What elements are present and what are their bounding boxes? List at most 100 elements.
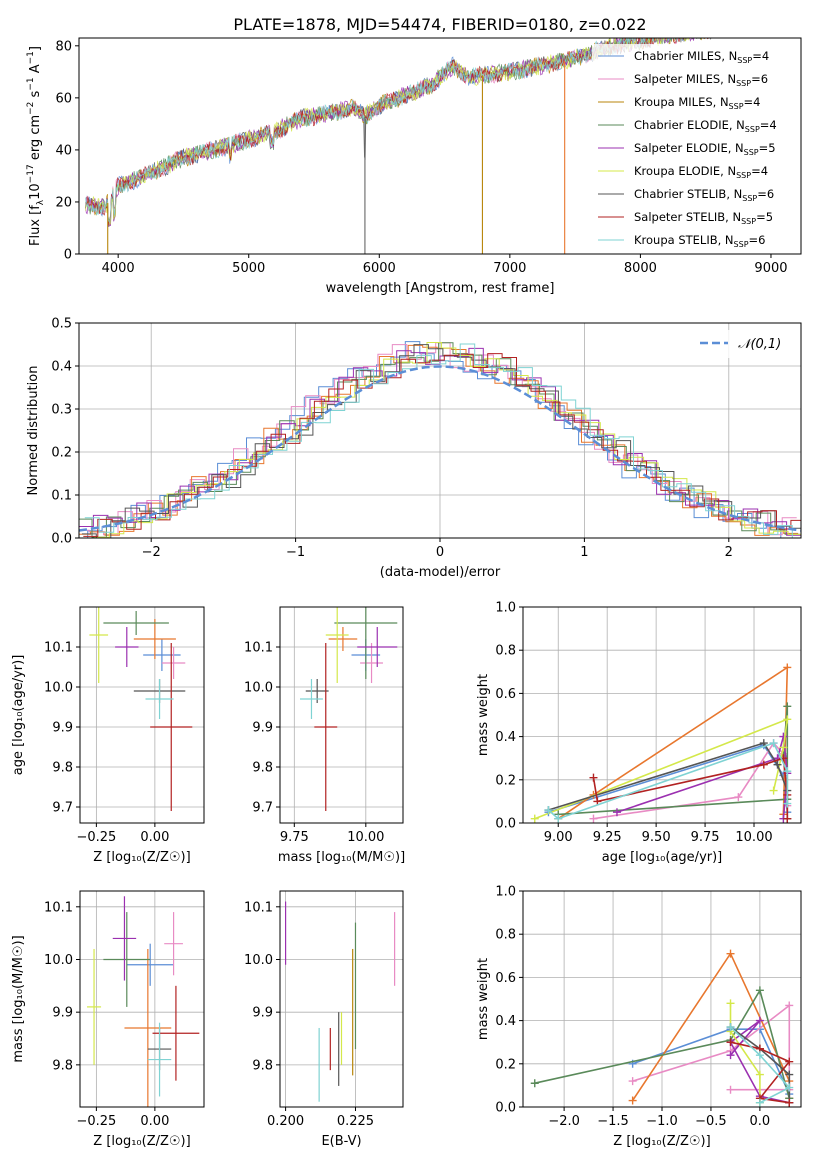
y-axis-label: mass weight (476, 958, 491, 1040)
legend-suffix: =5 (759, 141, 776, 155)
weight-marker (530, 814, 539, 823)
weight-marker (783, 702, 792, 711)
y-tick-label: 0.6 (495, 971, 516, 986)
errorbar-point (126, 943, 174, 986)
y-tick-label: 9.9 (252, 1006, 273, 1021)
weight-series-line (729, 1026, 791, 1104)
errorbar-point (89, 607, 109, 683)
plot-massweight_vs_Z: −2.0 −1.5 −1.0 −0.5 0.0 0.0 0.2 0.4 0.6 0.8 1.0 Z [… (476, 885, 802, 1149)
y-tick-label: 0.8 (495, 644, 516, 659)
errorbar-point (112, 896, 137, 981)
y-tick-label: 0.4 (495, 1014, 516, 1029)
errorbar-point (133, 619, 176, 659)
legend-suffix: =4 (751, 164, 768, 178)
legend-suffix: =6 (749, 233, 766, 247)
x-tick-label: −0.25 (76, 830, 116, 845)
y-tick-label: 9.8 (52, 1058, 73, 1073)
y-label-part: s (28, 90, 43, 101)
y-axis-label: mass [log₁₀(M/M☉)] (11, 935, 26, 1062)
y-label-part: −17 (26, 164, 36, 183)
plot-area (87, 896, 200, 1107)
weight-marker (755, 986, 764, 995)
weight-series-line (534, 988, 791, 1099)
x-axis-label: mass [log₁₀(M/M☉)] (278, 850, 405, 865)
x-tick-label: 0 (436, 545, 444, 560)
legend-entry: Kroupa MILES, NSSP=4 (634, 95, 760, 111)
weight-marker (773, 760, 782, 769)
y-label-part: −1 (26, 51, 36, 64)
errorbar-point (143, 639, 181, 671)
legend-sub: SSP (745, 125, 760, 134)
errorbar-point (334, 607, 398, 679)
x-tick-label: −1 (286, 545, 305, 560)
legend-suffix: =4 (744, 95, 761, 109)
errorbar-point (87, 948, 102, 1065)
legend-sub: SSP (734, 240, 749, 249)
x-axis-label: (data-model)/error (380, 565, 501, 580)
x-tick-label: 6000 (363, 261, 396, 276)
plot-area (284, 901, 396, 1102)
legend-sub: SSP (729, 102, 744, 111)
legend-sub: SSP (744, 148, 759, 157)
x-axis-label: Z [log₁₀(Z/Z☉)] (613, 1134, 710, 1149)
y-tick-label: 0.4 (51, 360, 72, 375)
x-axis-label: E(B-V) (321, 1134, 361, 1149)
x-tick-label: 9000 (754, 261, 787, 276)
weight-marker (769, 786, 778, 795)
legend-suffix: =4 (760, 118, 777, 132)
axes-frame (522, 606, 802, 824)
x-tick-label: 1 (580, 545, 588, 560)
errorbar-point (161, 647, 186, 679)
spectrum-line (85, 38, 709, 226)
weight-marker (530, 1079, 539, 1088)
y-tick-label: 0.3 (51, 403, 72, 418)
histogram-series (79, 341, 796, 538)
axes-frame (279, 890, 404, 1108)
x-tick-label: 0.00 (140, 830, 169, 845)
y-tick-label: 80 (55, 39, 72, 54)
y-tick-label: 0.2 (495, 773, 516, 788)
weight-marker (785, 1070, 794, 1079)
legend-prefix: Kroupa ELODIE, N (634, 164, 736, 178)
y-axis-label: Flux [fλ10−17 erg cm−2 s−1 A−1] (26, 46, 46, 246)
y-tick-label: 9.7 (52, 801, 73, 816)
y-tick-label: 0.8 (495, 928, 516, 943)
plot-area (300, 607, 398, 811)
legend-entry: Kroupa ELODIE, NSSP=4 (634, 164, 768, 180)
y-tick-label: 10.0 (244, 681, 273, 696)
x-tick-label: 10.00 (735, 830, 772, 845)
plot-area (89, 607, 193, 811)
y-tick-label: 0.5 (51, 317, 72, 332)
x-tick-label: −1.5 (597, 1114, 629, 1129)
legend-sub: SSP (736, 171, 751, 180)
weight-marker (589, 773, 598, 782)
legend-entry: Chabrier ELODIE, NSSP=4 (634, 118, 777, 134)
y-axis-label: mass weight (476, 674, 491, 756)
y-label-part: erg cm (28, 115, 43, 164)
y-tick-label: 0.6 (495, 687, 516, 702)
errorbar-point (150, 643, 193, 811)
y-tick-label: 0.2 (495, 1057, 516, 1072)
y-tick-label: 9.7 (252, 801, 273, 816)
errorbar-point (152, 985, 200, 1081)
y-label-part: −1 (26, 77, 36, 90)
normal-reference-curve (79, 365, 801, 532)
weight-series-line (729, 1003, 761, 1103)
plot-area (79, 341, 801, 538)
legend-prefix: Chabrier MILES, N (634, 49, 737, 63)
weight-marker (726, 1038, 735, 1047)
weight-marker (785, 1057, 794, 1066)
y-axis-label: Normed distribution (26, 366, 41, 496)
legend-entry: Salpeter MILES, NSSP=6 (634, 72, 768, 88)
y-tick-label: 10.1 (244, 900, 273, 915)
x-tick-label: 9.75 (691, 830, 720, 845)
weight-marker (783, 814, 792, 823)
x-tick-label: 9.25 (593, 830, 622, 845)
legend-suffix: =5 (756, 210, 773, 224)
y-tick-label: 9.9 (52, 1006, 73, 1021)
weight-marker (726, 1051, 735, 1060)
weight-marker (726, 949, 735, 958)
weight-marker (726, 1023, 735, 1032)
weight-marker (785, 1001, 794, 1010)
plot-area (530, 663, 792, 823)
